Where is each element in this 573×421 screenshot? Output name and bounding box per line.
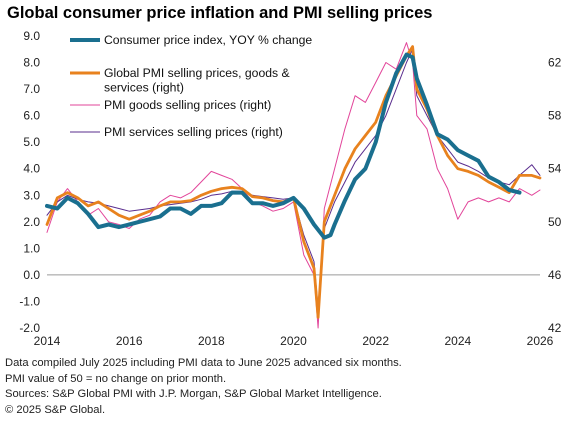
left-tick-label: 1.0 (23, 241, 40, 255)
right-tick-label: 50 (548, 215, 562, 229)
legend-label: PMI services selling prices (right) (104, 125, 283, 139)
legend: Consumer price index, YOY % change Global… (70, 33, 312, 139)
left-tick-label: 9.0 (23, 29, 40, 43)
left-tick-label: 5.0 (23, 135, 40, 149)
legend-label: Consumer price index, YOY % change (104, 33, 312, 47)
series-lines (45, 42, 542, 329)
left-tick-label: 8.0 (23, 56, 40, 70)
x-tick-label: 2024 (444, 334, 471, 348)
left-tick-label: 3.0 (23, 188, 40, 202)
series-line (45, 45, 542, 319)
series-line (46, 48, 541, 309)
left-axis-ticks: -2.0 -1.0 0.0 1.0 2.0 3.0 4.0 5.0 6.0 7.0 8.0 9.0 (19, 29, 40, 335)
chart-notes: Data compiled July 2025 including PMI da… (5, 356, 402, 418)
note-line: Sources: S&P Global PMI with J.P. Morgan… (5, 388, 382, 401)
x-axis-ticks: 2014 2016 2018 2020 2022 2024 2026 (34, 334, 554, 348)
right-tick-label: 42 (548, 321, 562, 335)
right-axis-ticks: 42 46 50 54 58 62 (548, 56, 562, 335)
left-tick-label: -1.0 (19, 294, 40, 308)
legend-label: PMI goods selling prices (right) (104, 98, 271, 112)
legend-label: services (right) (104, 81, 184, 95)
left-tick-label: 7.0 (23, 82, 40, 96)
left-tick-label: -2.0 (19, 321, 40, 335)
chart-title: Global consumer price inflation and PMI … (7, 4, 433, 22)
right-tick-label: 46 (548, 268, 562, 282)
left-tick-label: 2.0 (23, 215, 40, 229)
note-line: © 2025 S&P Global. (5, 403, 106, 416)
x-tick-label: 2022 (362, 334, 389, 348)
left-tick-label: 0.0 (23, 268, 40, 282)
right-tick-label: 62 (548, 56, 562, 70)
x-tick-label: 2016 (116, 334, 143, 348)
note-line: Data compiled July 2025 including PMI da… (5, 357, 402, 369)
note-line: PMI value of 50 = no change on prior mon… (5, 372, 227, 385)
x-tick-label: 2014 (34, 334, 61, 348)
left-tick-label: 4.0 (23, 162, 40, 176)
series-line (45, 52, 522, 240)
x-tick-label: 2026 (527, 334, 554, 348)
x-tick-label: 2020 (280, 334, 307, 348)
right-tick-label: 54 (548, 162, 562, 176)
right-tick-label: 58 (548, 109, 562, 123)
left-tick-label: 6.0 (23, 109, 40, 123)
x-tick-label: 2018 (198, 334, 225, 348)
legend-label: Global PMI selling prices, goods & (104, 66, 290, 80)
